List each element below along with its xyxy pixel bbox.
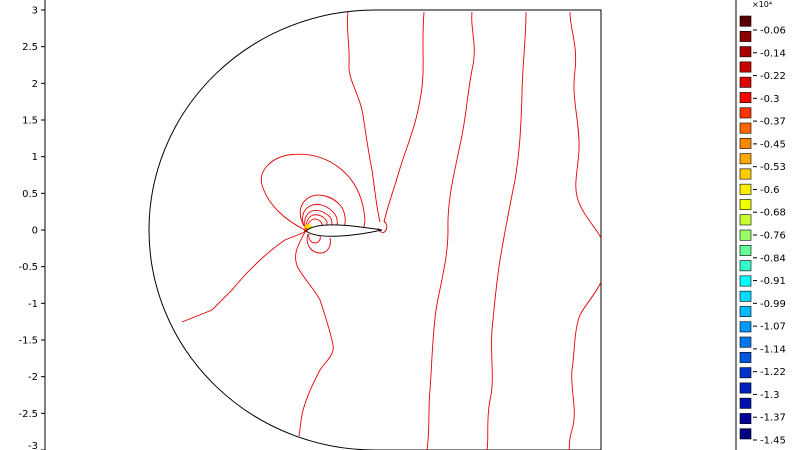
colorbar-swatch xyxy=(739,260,752,272)
colorbar-swatches xyxy=(739,15,752,440)
colorbar-label: -0.37 xyxy=(760,117,786,128)
colorbar-label: -0.84 xyxy=(760,253,786,264)
colorbar-label: -0.76 xyxy=(760,231,786,242)
y-tick-label: -2 xyxy=(28,372,38,383)
colorbar-swatch xyxy=(739,336,752,348)
colorbar-label: -1.37 xyxy=(760,413,786,424)
contour-line xyxy=(299,194,346,230)
colorbar-swatch xyxy=(739,122,752,134)
colorbar-swatch xyxy=(739,229,752,241)
contour-line xyxy=(181,231,306,323)
y-tick-label: 2 xyxy=(32,79,38,90)
colorbar-label: -1.3 xyxy=(760,390,780,401)
colorbar-label: -0.3 xyxy=(760,94,780,105)
colorbar-swatch xyxy=(739,137,752,149)
colorbar-swatch xyxy=(739,15,752,27)
contour-line xyxy=(569,11,602,239)
y-tick-label: -1.5 xyxy=(18,336,38,347)
y-axis: 3 2.5 2 1.5 1 0.5 0 -0.5 -1 -1.5 -2 -2.5 -3 xyxy=(18,0,46,450)
colorbar-swatch xyxy=(739,290,752,302)
contour-lines xyxy=(181,11,602,450)
colorbar-swatch xyxy=(739,30,752,42)
airfoil xyxy=(305,224,383,237)
y-tick-label: 2.5 xyxy=(22,42,38,53)
colorbar-swatch xyxy=(739,367,752,379)
colorbar-swatch xyxy=(739,413,752,425)
colorbar-label: -0.45 xyxy=(760,139,786,150)
y-tick-label: 1 xyxy=(32,152,38,163)
domain-boundary xyxy=(148,9,602,450)
colorbar-swatch xyxy=(739,183,752,195)
colorbar-swatch xyxy=(739,351,752,363)
colorbar-swatch xyxy=(739,428,752,440)
colorbar-label: -0.53 xyxy=(760,162,786,173)
y-tick-label: 0.5 xyxy=(22,189,38,200)
colorbar-label: -0.22 xyxy=(760,71,786,82)
colorbar-swatch xyxy=(739,46,752,58)
colorbar-label: -0.68 xyxy=(760,208,786,219)
colorbar-label: -0.6 xyxy=(760,185,780,196)
colorbar-swatch xyxy=(739,397,752,409)
colorbar-swatch xyxy=(739,168,752,180)
colorbar-label: -0.91 xyxy=(760,276,786,287)
colorbar-swatch xyxy=(739,153,752,165)
colorbar-exponent: ×10⁴ xyxy=(752,0,772,9)
colorbar-label: -1.22 xyxy=(760,367,786,378)
colorbar-swatch xyxy=(739,199,752,211)
colorbar-label: -1.07 xyxy=(760,322,786,333)
colorbar-swatch xyxy=(739,107,752,119)
colorbar-swatch xyxy=(739,306,752,318)
contour-line xyxy=(306,233,331,254)
contour-line xyxy=(568,281,602,450)
colorbar-swatch xyxy=(739,382,752,394)
y-tick-label: -1 xyxy=(28,299,38,310)
contour-line xyxy=(305,214,328,230)
y-tick-label: -3 xyxy=(28,441,38,450)
colorbar: ×10⁴ -0.06-0.14-0.22-0.3-0.37-0.45-0.53-… xyxy=(735,0,786,450)
contour-line xyxy=(486,11,527,450)
colorbar-swatch xyxy=(739,214,752,226)
y-tick-label: 0 xyxy=(32,226,38,237)
contour-line xyxy=(302,203,338,230)
colorbar-swatch xyxy=(739,244,752,256)
colorbar-swatch xyxy=(739,92,752,104)
colorbar-swatch xyxy=(739,76,752,88)
colorbar-label: -1.45 xyxy=(760,436,786,447)
colorbar-labels: -0.06 -0.14 -0.22 -0.3 -0.37 -0.45 -0.53 -0.6 -0… xyxy=(753,26,786,447)
y-tick-label: -2.5 xyxy=(18,409,38,420)
y-axis-ticks: 3 2.5 2 1.5 1 0.5 0 -0.5 -1 -1.5 -2 -2.5 -3 xyxy=(18,6,45,450)
colorbar-swatch xyxy=(739,61,752,73)
contour-line xyxy=(260,153,366,231)
y-tick-label: 3 xyxy=(32,6,38,17)
contour-line xyxy=(295,231,334,437)
contour-line xyxy=(308,233,321,244)
contour-line xyxy=(383,11,425,223)
colorbar-label: -1.14 xyxy=(760,344,786,355)
contour-line xyxy=(426,11,475,450)
colorbar-swatch xyxy=(739,275,752,287)
y-tick-label: 1.5 xyxy=(22,116,38,127)
colorbar-label: -0.06 xyxy=(760,26,786,37)
contour-line xyxy=(377,221,388,233)
contour-line xyxy=(304,209,333,230)
y-tick-label: -0.5 xyxy=(18,262,38,273)
colorbar-swatch xyxy=(739,321,752,333)
colorbar-label: -0.14 xyxy=(760,48,786,59)
colorbar-label: -0.99 xyxy=(760,299,786,310)
contour-line xyxy=(347,11,381,223)
